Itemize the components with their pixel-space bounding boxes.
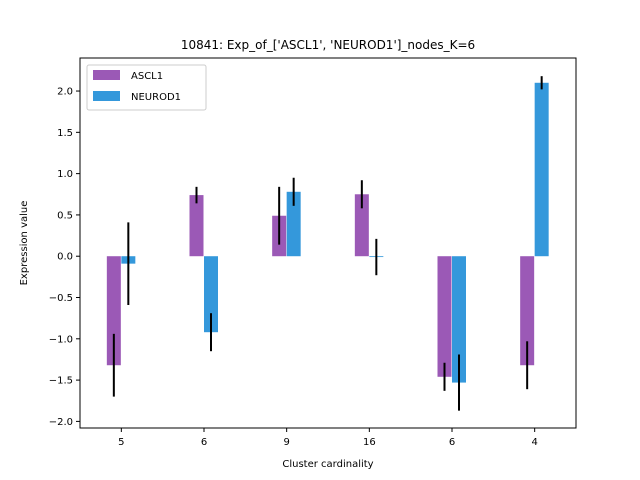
error-bars-group (112, 76, 543, 411)
x-tick-label: 5 (118, 437, 124, 448)
y-tick-label: 1.5 (57, 128, 73, 139)
bar-ascl1-4 (437, 256, 452, 377)
bar-neurod1-1 (204, 256, 218, 333)
y-tick-label: −1.5 (49, 376, 73, 387)
x-axis-label: Cluster cardinality (282, 459, 373, 470)
y-tick-label: 1.0 (57, 169, 73, 180)
legend-swatch-neurod1 (93, 91, 120, 101)
y-axis-label: Expression value (19, 201, 30, 286)
x-axis: 5 6 9 16 6 4 (118, 428, 538, 448)
bar-neurod1-2 (286, 191, 301, 257)
plot-frame (79, 57, 577, 429)
bars-group (106, 82, 549, 383)
bar-neurod1-4 (452, 256, 466, 383)
bar-ascl1-3 (354, 194, 369, 257)
x-tick-label: 6 (201, 437, 207, 448)
y-axis: −2.0 −1.5 −1.0 −0.5 0.0 0.5 1.0 1.5 2.0 (49, 87, 80, 428)
x-tick-label: 4 (531, 437, 537, 448)
bar-neurod1-5 (534, 82, 549, 257)
x-tick-label: 9 (283, 437, 289, 448)
y-tick-label: −0.5 (49, 293, 73, 304)
legend-label-ascl1: ASCL1 (131, 71, 163, 82)
y-tick-label: 0.5 (57, 210, 73, 221)
y-tick-label: −2.0 (49, 417, 73, 428)
y-tick-label: −1.0 (49, 334, 73, 345)
x-tick-label: 6 (449, 437, 455, 448)
bar-ascl1-0 (106, 256, 121, 366)
bar-ascl1-5 (520, 256, 535, 366)
legend: ASCL1 NEUROD1 (86, 64, 207, 111)
y-tick-label: 0.0 (57, 252, 73, 263)
legend-label-neurod1: NEUROD1 (131, 92, 181, 103)
y-tick-label: 2.0 (57, 87, 73, 98)
legend-swatch-ascl1 (93, 70, 120, 80)
bar-ascl1-1 (189, 195, 204, 257)
chart-title: 10841: Exp_of_['ASCL1', 'NEUROD1']_nodes… (181, 38, 475, 52)
x-tick-label: 16 (363, 437, 376, 448)
